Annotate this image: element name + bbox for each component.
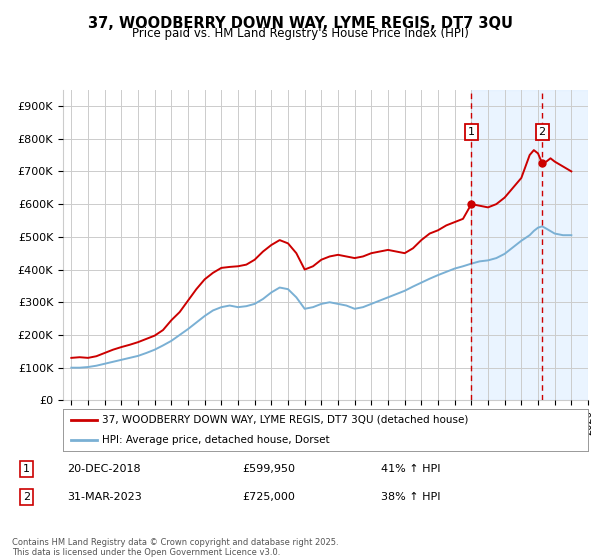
Text: 38% ↑ HPI: 38% ↑ HPI <box>380 492 440 502</box>
Text: 2: 2 <box>23 492 30 502</box>
Text: 1: 1 <box>23 464 30 474</box>
Text: Price paid vs. HM Land Registry's House Price Index (HPI): Price paid vs. HM Land Registry's House … <box>131 27 469 40</box>
Text: 37, WOODBERRY DOWN WAY, LYME REGIS, DT7 3QU (detached house): 37, WOODBERRY DOWN WAY, LYME REGIS, DT7 … <box>103 415 469 424</box>
Text: 1: 1 <box>468 127 475 137</box>
Text: 37, WOODBERRY DOWN WAY, LYME REGIS, DT7 3QU: 37, WOODBERRY DOWN WAY, LYME REGIS, DT7 … <box>88 16 512 31</box>
Text: £725,000: £725,000 <box>242 492 295 502</box>
Text: £599,950: £599,950 <box>242 464 295 474</box>
Text: 31-MAR-2023: 31-MAR-2023 <box>67 492 142 502</box>
Text: 41% ↑ HPI: 41% ↑ HPI <box>380 464 440 474</box>
Text: 2: 2 <box>539 127 546 137</box>
Text: HPI: Average price, detached house, Dorset: HPI: Average price, detached house, Dors… <box>103 435 330 445</box>
Text: Contains HM Land Registry data © Crown copyright and database right 2025.
This d: Contains HM Land Registry data © Crown c… <box>12 538 338 557</box>
Bar <box>472 90 588 400</box>
Text: 20-DEC-2018: 20-DEC-2018 <box>67 464 140 474</box>
